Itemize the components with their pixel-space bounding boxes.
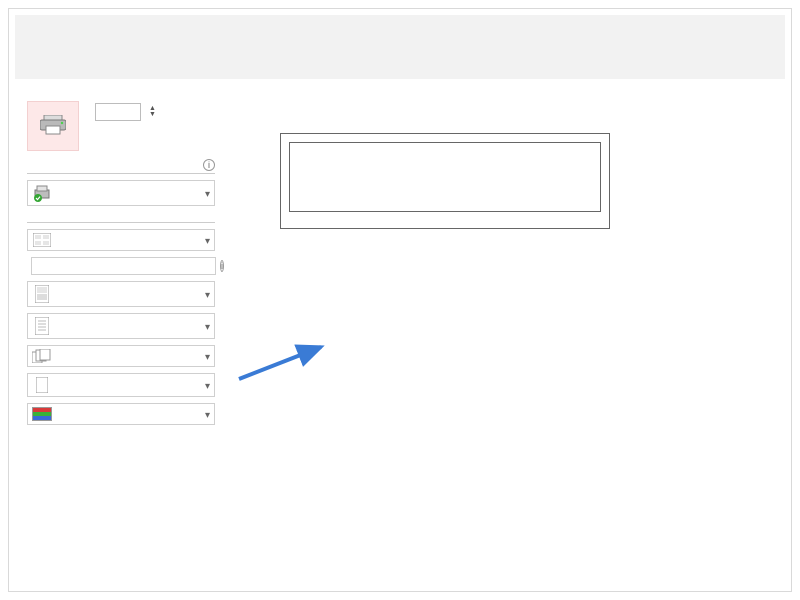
collate-icon <box>32 349 52 363</box>
chevron-down-icon <box>205 407 210 421</box>
preview-panel <box>225 79 785 585</box>
portrait-icon <box>36 377 48 393</box>
chevron-down-icon <box>205 378 210 392</box>
app-frame: ▲▼ i <box>8 8 792 592</box>
chevron-down-icon <box>205 319 210 333</box>
single-side-icon <box>35 317 49 335</box>
print-button[interactable] <box>27 101 79 151</box>
slide-range-input[interactable] <box>31 257 216 275</box>
collate-selector[interactable] <box>27 345 215 367</box>
copies-input[interactable] <box>95 103 141 121</box>
printer-selector[interactable] <box>27 180 215 206</box>
slide-thumbnail <box>280 133 610 229</box>
info-icon[interactable]: i <box>203 159 215 171</box>
slide-range-row: i <box>27 257 215 275</box>
printer-icon <box>40 115 66 135</box>
color-selector[interactable] <box>27 403 215 425</box>
chevron-down-icon <box>205 233 210 247</box>
printer-section-heading: i <box>27 157 215 174</box>
chevron-down-icon <box>205 186 210 200</box>
info-icon[interactable]: i <box>220 260 224 272</box>
ranking-area <box>414 147 500 209</box>
sides-selector[interactable] <box>27 313 215 339</box>
print-scope-selector[interactable] <box>27 229 215 251</box>
copies-stepper[interactable]: ▲▼ <box>149 106 156 118</box>
notes-page-preview <box>280 133 610 393</box>
print-options-panel: ▲▼ i <box>15 79 225 585</box>
slides-icon <box>33 233 51 247</box>
printer-status-icon <box>33 184 51 202</box>
chart-area <box>294 147 410 209</box>
ribbon-backstage-bar <box>15 15 785 79</box>
chart-ranking-box <box>289 142 601 212</box>
layout-selector[interactable] <box>27 281 215 307</box>
chevron-down-icon <box>205 349 210 363</box>
copies-field: ▲▼ <box>89 103 156 121</box>
beer-sales-chart <box>294 149 408 209</box>
settings-section-heading <box>27 218 215 223</box>
notes-layout-icon <box>35 285 49 303</box>
color-swatch-icon <box>32 407 52 421</box>
orientation-selector[interactable] <box>27 373 215 397</box>
backstage-page: ▲▼ i <box>15 79 785 585</box>
chevron-down-icon <box>205 287 210 301</box>
print-strip: ▲▼ <box>27 101 215 151</box>
